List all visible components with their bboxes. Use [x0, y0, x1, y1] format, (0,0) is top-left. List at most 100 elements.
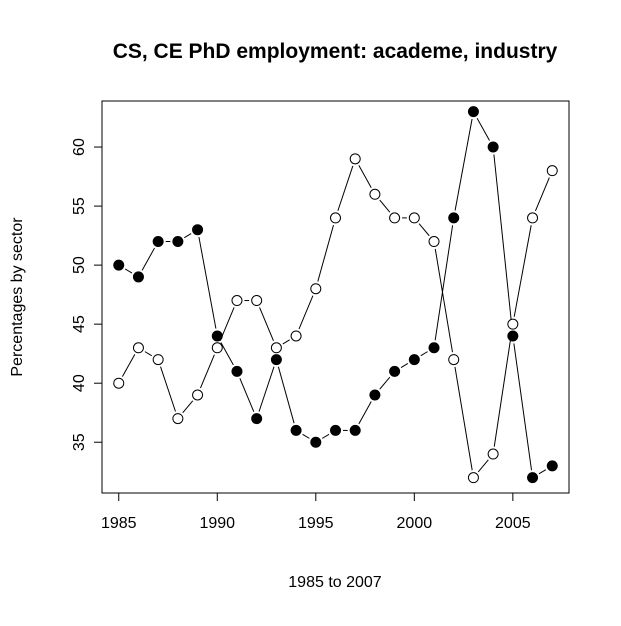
data-point	[231, 365, 243, 377]
data-point	[330, 212, 341, 224]
y-tick-label: 60	[71, 138, 88, 156]
series-segment	[434, 225, 454, 341]
data-point	[192, 224, 204, 236]
series-segment	[477, 459, 489, 473]
series-segment	[121, 354, 136, 377]
data-point	[467, 472, 479, 484]
series-segment	[379, 199, 391, 213]
series-segment	[379, 376, 391, 390]
series-segment	[282, 339, 290, 345]
series-segment	[302, 433, 310, 439]
chart-title: CS, CE PhD employment: academe, industry	[113, 40, 558, 63]
data-point	[270, 342, 282, 354]
series-segment	[420, 351, 428, 357]
series-2	[113, 153, 558, 484]
data-point	[211, 342, 223, 354]
data-point	[310, 283, 322, 295]
data-point	[251, 295, 263, 307]
data-point	[507, 330, 519, 342]
x-axis-label: 1985 to 2007	[288, 574, 382, 591]
y-tick-label: 35	[71, 433, 88, 451]
series-segment	[258, 366, 275, 412]
data-point	[389, 365, 401, 377]
data-point	[546, 165, 558, 177]
series-segment	[160, 366, 176, 412]
series-segment	[182, 400, 194, 414]
series-layer	[113, 106, 558, 484]
data-point	[527, 472, 539, 484]
data-point	[349, 153, 361, 165]
series-segment	[199, 354, 215, 389]
series-segment	[259, 307, 274, 342]
x-tick-label: 1995	[298, 515, 334, 532]
data-point	[290, 424, 302, 436]
x-tick-label: 2005	[495, 515, 531, 532]
series-segment	[220, 342, 234, 366]
data-point	[270, 354, 282, 366]
data-point	[369, 389, 381, 401]
series-segment	[454, 366, 473, 471]
y-tick-label: 40	[71, 374, 88, 392]
series-segment	[434, 248, 453, 353]
data-point	[132, 342, 144, 354]
data-point	[172, 236, 184, 248]
series-segment	[400, 363, 409, 368]
series-segment	[418, 223, 430, 237]
data-point	[448, 354, 460, 366]
data-point	[113, 377, 125, 389]
data-point	[369, 188, 381, 200]
data-point	[152, 236, 164, 248]
data-point	[428, 236, 440, 248]
data-point	[310, 436, 322, 448]
series-segment	[239, 378, 255, 412]
data-point	[487, 448, 499, 460]
data-point	[192, 389, 204, 401]
data-point	[349, 424, 361, 436]
data-point	[408, 212, 420, 224]
data-point	[507, 318, 519, 330]
data-point	[132, 271, 144, 283]
series-segment	[141, 247, 155, 271]
series-segment	[358, 401, 372, 425]
data-point	[231, 295, 243, 307]
y-tick-label: 50	[71, 256, 88, 274]
data-point	[408, 354, 420, 366]
series-segment	[277, 366, 295, 424]
data-point	[448, 212, 460, 224]
series-segment	[538, 469, 547, 475]
series-segment	[298, 295, 314, 330]
series-segment	[358, 165, 372, 188]
data-point	[527, 212, 539, 224]
x-tick-label: 1985	[101, 515, 137, 532]
series-segment	[534, 177, 550, 212]
series-segment	[219, 307, 235, 342]
series-segment	[124, 268, 133, 274]
series-segment	[317, 224, 334, 282]
series-segment	[513, 225, 532, 317]
series-segment	[337, 165, 354, 211]
series-segment	[321, 433, 330, 439]
x-tick-label: 1990	[199, 515, 235, 532]
data-point	[467, 106, 479, 118]
series-segment	[476, 117, 490, 141]
series-1	[113, 106, 558, 484]
data-point	[330, 424, 341, 436]
data-point	[251, 413, 263, 425]
y-axis-label: Percentages by sector	[9, 217, 26, 377]
series-segment	[144, 351, 152, 357]
data-point	[152, 354, 164, 366]
data-point	[113, 259, 125, 271]
series-segment	[184, 233, 192, 239]
x-axis: 1985 1990 1995 2000 2005	[101, 492, 531, 532]
data-point	[389, 212, 401, 224]
data-point	[487, 141, 499, 153]
series-segment	[454, 118, 473, 211]
series-segment	[513, 343, 533, 471]
series-segment	[198, 236, 217, 329]
series-segment	[493, 331, 513, 447]
y-tick-label: 55	[71, 197, 88, 215]
y-tick-label: 45	[71, 315, 88, 333]
data-point	[428, 342, 440, 354]
